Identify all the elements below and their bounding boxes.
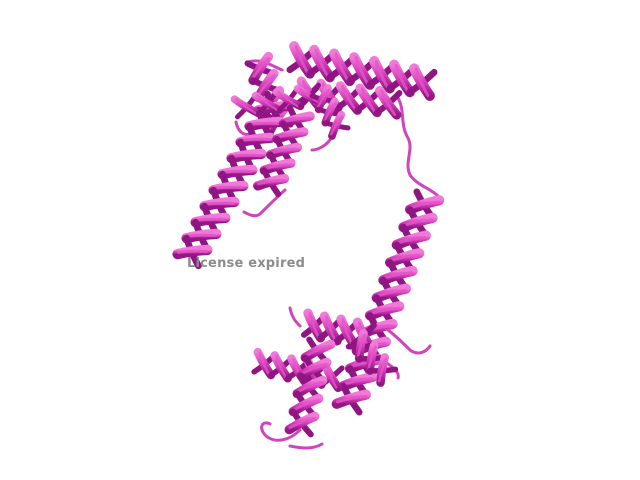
helix-top-short-diagonal [253, 104, 315, 198]
loop-bottom-b [386, 328, 432, 355]
loop-top-d [310, 138, 332, 152]
loop-linker [396, 96, 440, 198]
helix-bottom-left [251, 347, 345, 393]
helix-top-cross [230, 82, 326, 120]
loop-bottom-d [288, 442, 324, 450]
helix-bottom-vertical [284, 336, 336, 438]
loop-top-b [234, 120, 252, 136]
helix-top-small [309, 84, 351, 140]
loop-bottom-c [260, 421, 302, 442]
helix-top-long-diagonal [172, 90, 294, 270]
license-watermark: License expired [187, 256, 306, 271]
helix-bottom-right [345, 329, 399, 387]
helix-top-horizontal [286, 41, 438, 101]
helix-long-linker [331, 188, 445, 416]
loop-bottom-a [288, 306, 302, 328]
